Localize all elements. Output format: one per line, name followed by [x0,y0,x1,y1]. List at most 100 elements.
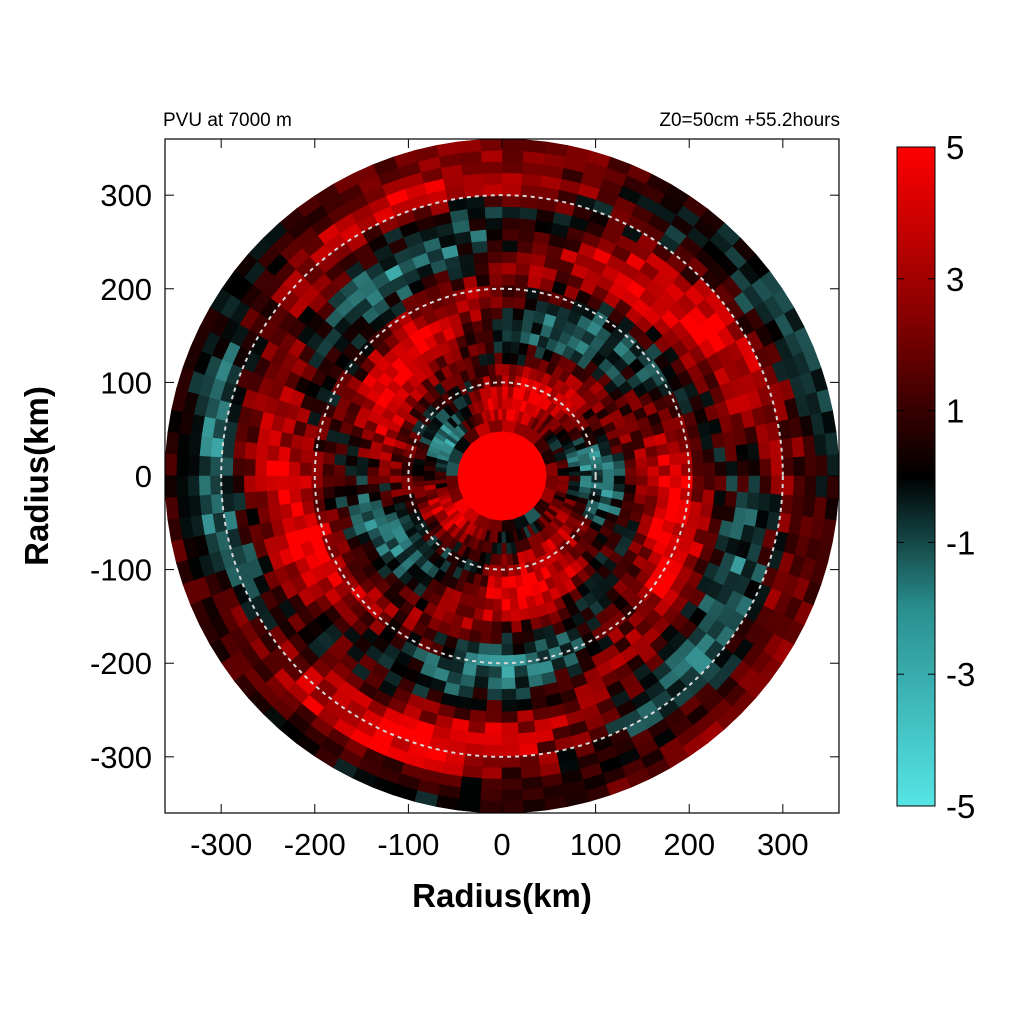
field-cell [501,666,516,679]
x-tick-label: 100 [570,827,622,862]
field-cell [483,194,503,208]
field-cell [501,239,518,253]
field-cell [501,307,514,320]
field-cell [466,206,486,221]
field-cell [489,295,503,309]
field-cell [411,463,425,472]
field-cell [400,462,414,471]
field-cell [276,475,290,492]
field-cell [469,229,487,243]
field-cell [484,722,503,735]
field-cell [613,475,626,485]
field-cell [489,284,503,298]
field-cell [680,475,694,489]
field-cell [198,455,211,477]
x-tick-labels: -300 -200 -100 0 100 200 300 [190,827,809,862]
field-cell [501,284,515,298]
field-cell [690,488,705,503]
field-cell [713,446,727,463]
field-cell [288,461,301,477]
field-cell [265,460,279,477]
field-cell [472,251,489,265]
field-cell [517,709,535,723]
field-cell [486,239,503,253]
field-cell [484,733,503,746]
field-cell [748,458,761,477]
field-cell [815,454,829,477]
field-cell [479,631,493,645]
field-cell [647,475,660,487]
field-cell [472,687,489,701]
field-cell [334,442,349,456]
field-cell [501,755,522,769]
field-cell [757,492,772,512]
y-tick-label: 100 [100,365,152,400]
field-cell [466,731,486,746]
field-cell [484,217,503,230]
field-cell [475,273,490,288]
field-cell [470,240,488,254]
field-cell [488,273,503,286]
field-cell [482,183,503,197]
field-cell [725,475,739,492]
field-cell [522,139,547,154]
field-cell [511,318,523,332]
colorbar-label: -3 [946,656,975,693]
field-cell [488,666,503,679]
field-cell [494,576,503,589]
field-cell [815,475,829,498]
field-cell [580,475,593,483]
field-cell [702,488,716,505]
field-cell [243,441,258,461]
field-cell [495,374,503,387]
field-cell [519,195,540,210]
field-cell [478,296,492,310]
field-cell [501,206,520,219]
field-cell [633,493,648,505]
field-cell [288,488,302,505]
field-cell [624,475,638,486]
field-cell [255,443,269,461]
field-cell [714,475,728,492]
field-cell [703,461,716,477]
field-cell [702,447,716,464]
field-cell [493,587,503,600]
colorbar-label: 1 [946,393,964,430]
y-tick-label: -200 [90,646,152,681]
field-cell [491,318,503,331]
field-cell [679,450,693,465]
field-cell [220,475,234,495]
field-cell [519,742,540,757]
field-cell [378,467,391,477]
field-cell [507,374,516,388]
field-cell [511,631,525,645]
field-cell [518,731,538,746]
field-cell [470,698,488,712]
field-cell [266,490,280,508]
field-cell [491,621,503,634]
field-cell [322,452,336,466]
field-cell [512,642,526,656]
field-cell [495,554,503,567]
reference-circle [407,381,597,571]
field-cell [780,494,794,515]
field-cell [434,471,447,477]
field-cell [636,466,649,477]
field-cell [613,482,626,493]
field-cell [492,610,503,623]
field-cell [510,329,522,343]
field-cell [400,469,413,477]
field-cell [501,778,523,791]
y-tick-labels: 300 200 100 0 -100 -200 -300 [90,178,152,775]
colorbar-label: -1 [946,524,975,561]
field-cell [735,443,749,461]
field-cell [636,475,649,486]
field-cell [601,482,615,492]
reference-circle [313,287,691,665]
chart-title-left: PVU at 7000 m [163,110,292,131]
field-cell [463,184,484,198]
field-cell [355,466,368,477]
field-cell [501,139,525,152]
field-cell [759,458,772,477]
